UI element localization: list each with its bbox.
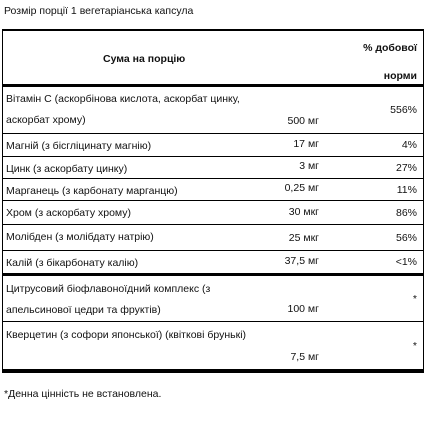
daily-value: * — [412, 340, 417, 352]
nutrient-name: Цитрусовий біофлавоноїдний комплекс (з ап… — [6, 279, 210, 321]
name-line: Кверцетин (з софори японської) (квіткові… — [6, 329, 247, 341]
footnote: *Денна цінність не встановлена. — [4, 388, 162, 400]
nutrient-row: Вітамін С (аскорбінова кислота, аскорбат… — [3, 87, 423, 134]
nutrient-name: Магній (з бісгліцинату магнію) — [6, 136, 151, 157]
header-dv: норми — [383, 70, 417, 82]
amount: 17 мг — [293, 138, 319, 150]
name-line: Марганець (з карбонату марганцю) — [6, 185, 178, 197]
amount: 30 мкг — [288, 206, 319, 218]
daily-value: 11% — [396, 183, 417, 196]
amount: 100 мг — [287, 303, 320, 315]
header-row: Сума на порцію % добової норми — [3, 31, 423, 87]
nutrient-name: Цинк (з аскорбату цинку) — [6, 159, 127, 180]
name-line: Вітамін С (аскорбінова кислота, аскорбат… — [6, 93, 240, 105]
nutrient-row: Марганець (з карбонату марганцю) 0,25 мг 1… — [3, 179, 423, 201]
daily-value: 556% — [390, 104, 417, 116]
amount: 500 мг — [287, 115, 320, 127]
daily-value: <1% — [395, 256, 417, 268]
nutrient-name: Вітамін С (аскорбінова кислота, аскорбат… — [6, 89, 240, 131]
amount: 37,5 мг — [284, 255, 319, 267]
nutrient-name: Хром (з аскорбату хрому) — [6, 203, 131, 224]
daily-value: 4% — [401, 139, 417, 151]
daily-value: 56% — [395, 231, 417, 244]
amount: 0,25 мг — [284, 182, 319, 194]
daily-value: * — [412, 293, 417, 305]
nutrient-name: Молібден (з молібдату натрію) — [6, 227, 154, 248]
name-line: апельсинової цедри та фруктів) — [6, 304, 161, 316]
daily-value: 86% — [395, 206, 417, 219]
name-line: Цитрусовий біофлавоноїдний комплекс (з — [6, 283, 211, 295]
name-line: Магній (з бісгліцинату магнію) — [6, 140, 152, 152]
nutrient-row: Кверцетин (з софори японської) (квіткові… — [3, 323, 423, 372]
nutrient-row: Калій (з бікарбонату калію) 37,5 мг <1% — [3, 251, 423, 276]
nutrient-name: Кверцетин (з софори японської) (квіткові… — [6, 325, 246, 367]
nutrient-row: Молібден (з молібдату натрію) 25 мкг 56% — [3, 225, 423, 251]
nutrient-name: Марганець (з карбонату марганцю) — [6, 181, 178, 202]
daily-value: 27% — [395, 161, 417, 174]
header-amount: Сума на порцію — [103, 53, 186, 65]
nutrient-row: Магній (з бісгліцинату магнію) 17 мг 4% — [3, 134, 423, 157]
amount: 7,5 мг — [290, 351, 319, 363]
name-line: Цинк (з аскорбату цинку) — [6, 163, 128, 175]
amount: 25 мкг — [288, 232, 319, 244]
nutrient-row: Цитрусовий біофлавоноїдний комплекс (з ап… — [3, 277, 423, 322]
name-line: аскорбат хрому) — [6, 114, 86, 126]
serving-size: Розмір порції 1 вегетаріанська капсула — [4, 5, 194, 17]
name-line: Калій (з бікарбонату калію) — [6, 257, 139, 269]
name-line: Хром (з аскорбату хрому) — [6, 207, 132, 219]
header-dv: % добової — [363, 42, 417, 54]
nutrient-row: Хром (з аскорбату хрому) 30 мкг 86% — [3, 201, 423, 225]
nutrient-name: Калій (з бікарбонату калію) — [6, 253, 138, 274]
nutrient-row: Цинк (з аскорбату цинку) 3 мг 27% — [3, 157, 423, 179]
amount: 3 мг — [299, 160, 319, 172]
name-line: Молібден (з молібдату натрію) — [6, 231, 154, 243]
table-border — [2, 29, 424, 373]
name-line — [6, 346, 246, 367]
